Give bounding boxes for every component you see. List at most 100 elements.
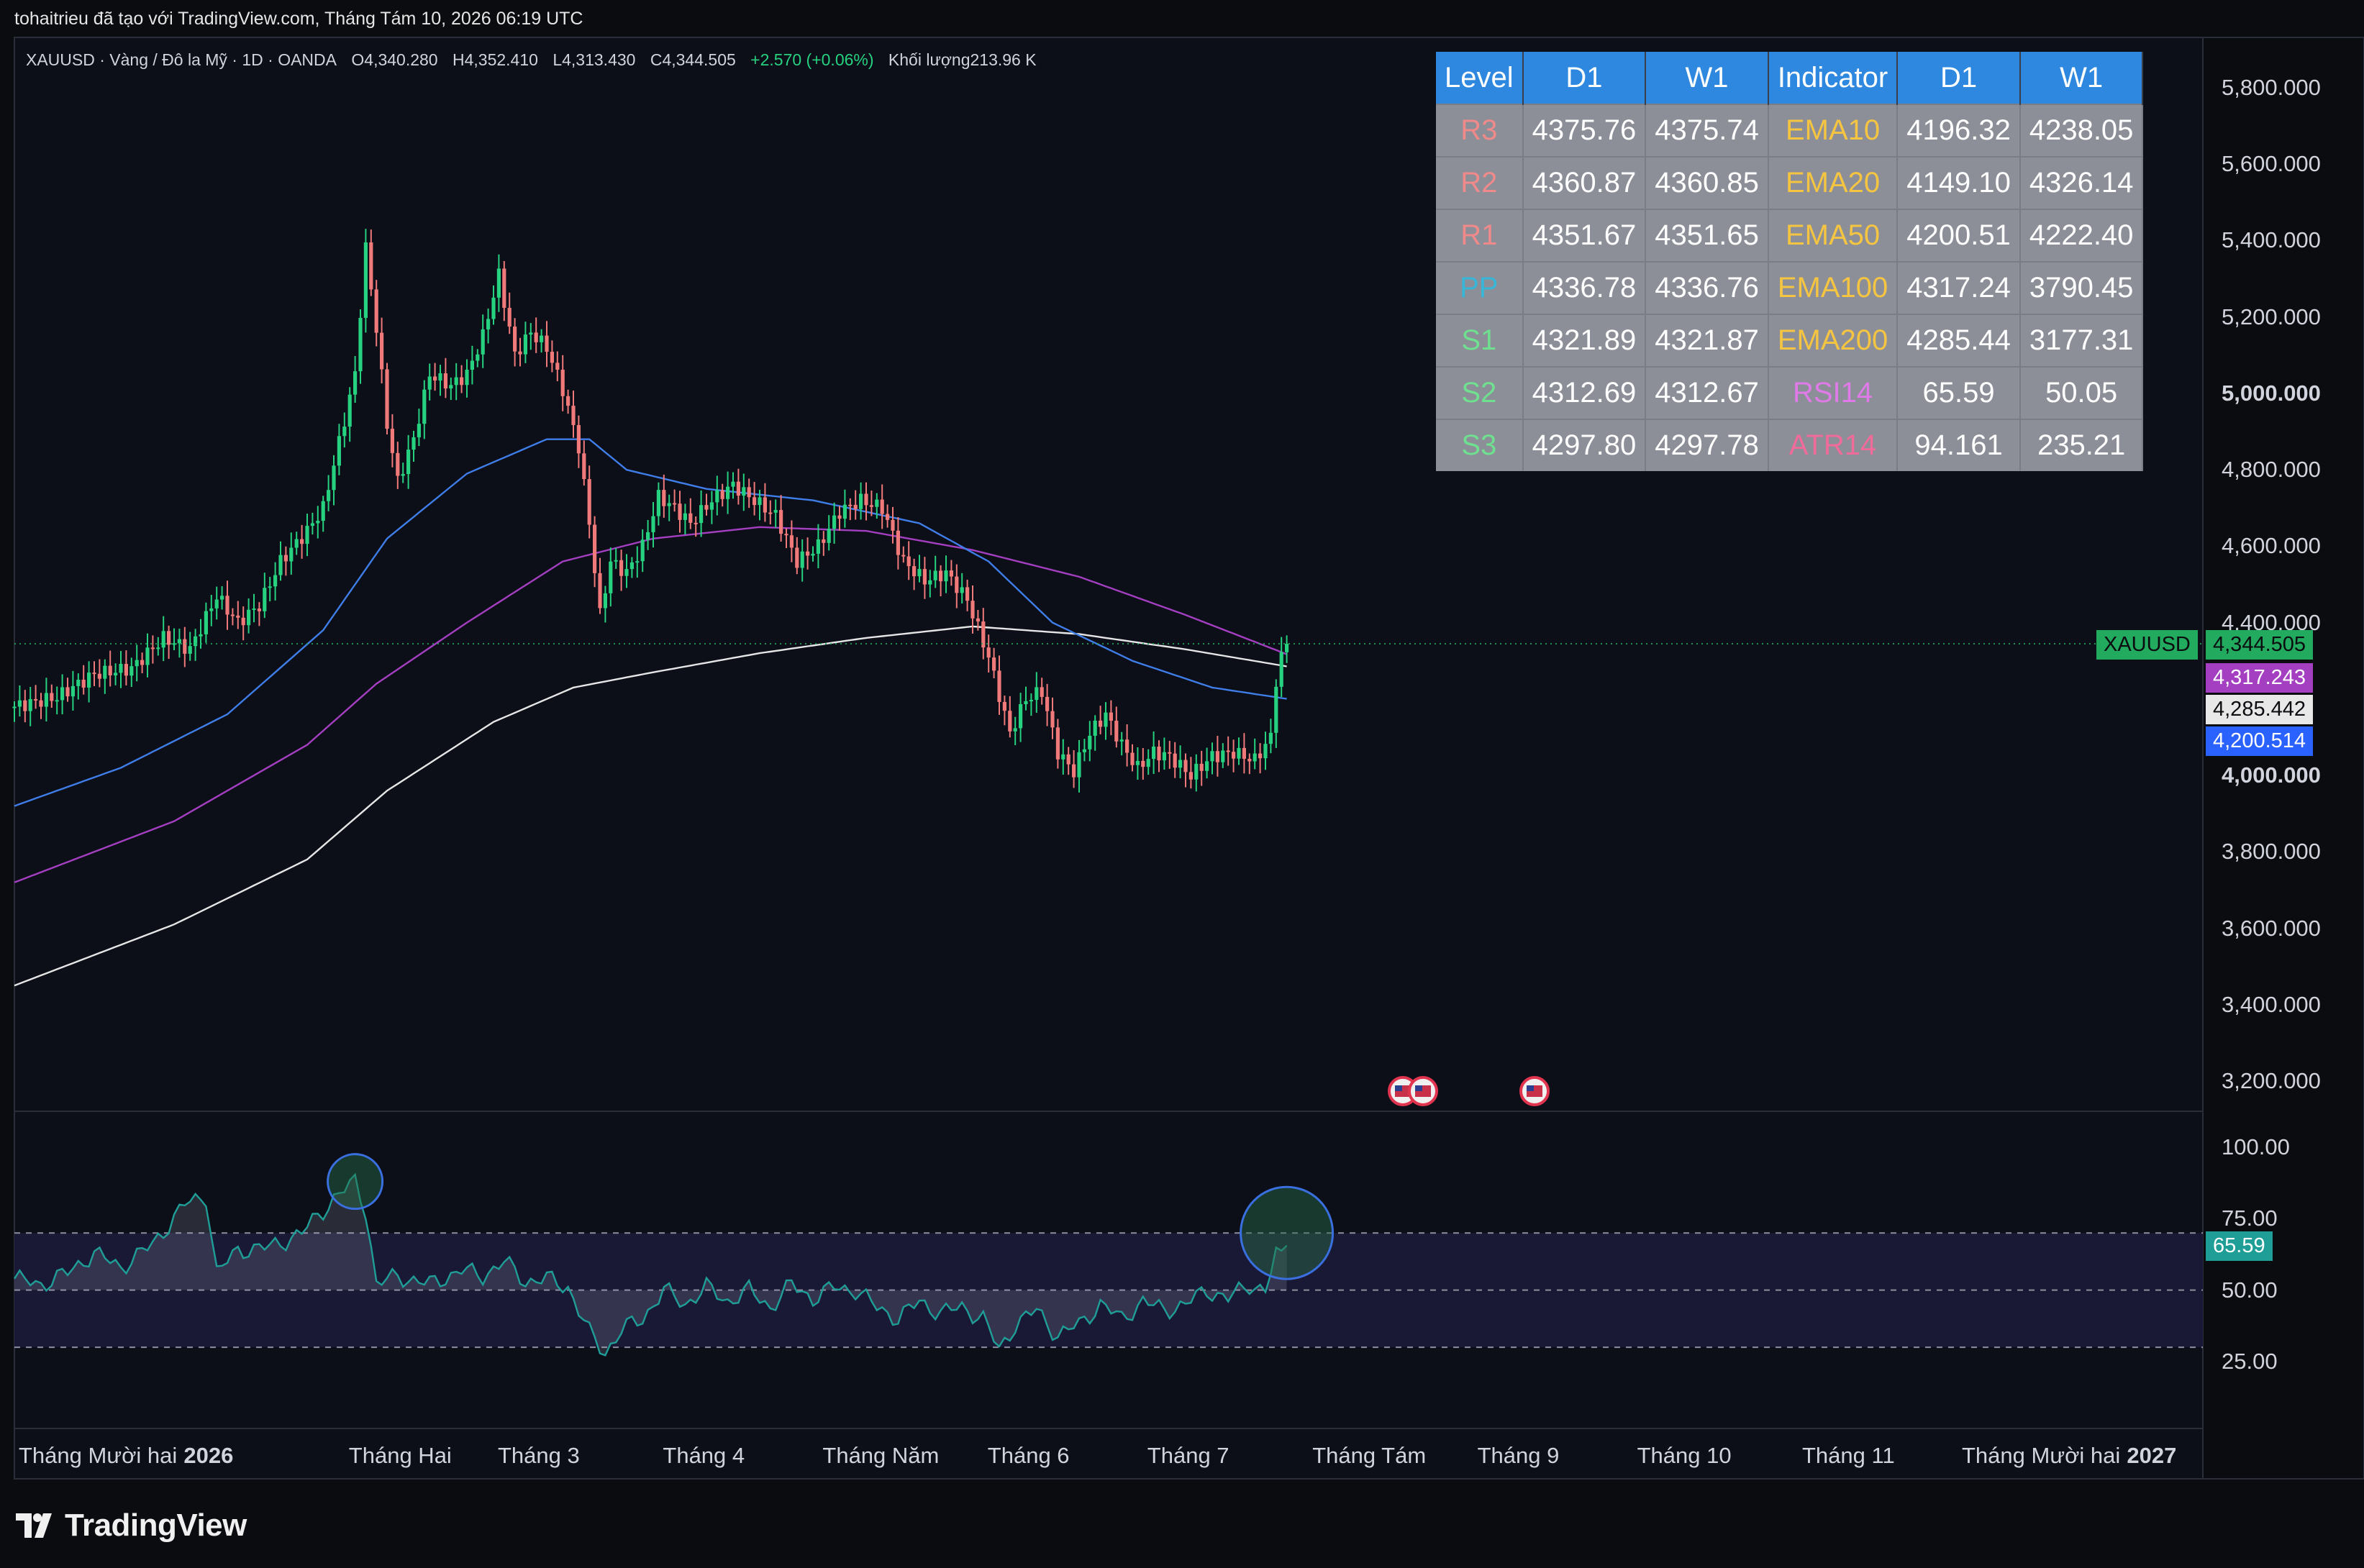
candle-body — [753, 497, 757, 506]
ema-white-tag: 4,285.442 — [2206, 695, 2314, 724]
candle-body — [736, 481, 740, 496]
candle-body — [172, 643, 176, 645]
candle-body — [1119, 739, 1124, 742]
us-flag-event-icon — [1527, 1085, 1534, 1091]
pivot-row-s2: S2 4312.69 4312.67 RSI14 65.59 50.05 — [1436, 366, 2144, 419]
candle-body — [837, 515, 842, 519]
pivot-row-s3: S3 4297.80 4297.78 ATR14 94.161 235.21 — [1436, 419, 2144, 471]
candle-body — [875, 499, 879, 507]
candle-body — [363, 242, 368, 318]
time-tick-label: Tháng Tám — [1312, 1443, 1427, 1468]
candle-body — [758, 497, 762, 506]
low-value: L4,313.430 — [553, 50, 636, 69]
candle-body — [1082, 749, 1086, 752]
candle-body — [571, 406, 576, 425]
candle-body — [34, 698, 38, 701]
candle-body — [715, 490, 719, 503]
candle-body — [97, 673, 101, 679]
candle-body — [853, 504, 858, 509]
candle-body — [1045, 696, 1050, 711]
ema-layer — [14, 438, 1288, 987]
candle-body — [1178, 760, 1183, 768]
candle-body — [140, 660, 145, 665]
candle-body — [992, 657, 996, 671]
rsi-highlight-circle — [327, 1153, 384, 1211]
us-flag-event-icon — [1395, 1085, 1402, 1091]
indicator-name-cell: RSI14 — [1768, 366, 1899, 419]
price-tick-label: 5,200.000 — [2222, 304, 2321, 329]
candle-body — [1099, 720, 1103, 727]
candle-body — [566, 396, 570, 406]
indicator-w1-cell: 4222.40 — [2019, 209, 2144, 262]
candle-body — [1050, 711, 1055, 728]
candle-body — [609, 561, 613, 593]
candle-body — [385, 369, 389, 429]
candle-layer — [12, 229, 1289, 793]
candle-body — [327, 490, 331, 501]
time-tick-label: Tháng Mười hai — [19, 1443, 178, 1468]
candle-body — [1205, 761, 1209, 771]
candle-body — [1002, 701, 1006, 711]
symbol-tag: XAUUSD — [2096, 630, 2198, 660]
candle-body — [183, 639, 187, 654]
indicator-name-cell: EMA50 — [1768, 209, 1899, 262]
candle-body — [150, 647, 155, 649]
time-tick-label: Tháng 4 — [663, 1443, 745, 1468]
candle-body — [1093, 720, 1097, 736]
candle-body — [763, 497, 767, 513]
level-d1-cell: 4297.80 — [1522, 419, 1647, 471]
candle-body — [194, 636, 198, 647]
chart-frame — [14, 37, 2364, 1480]
candle-body — [23, 700, 27, 711]
candle-body — [92, 673, 96, 675]
candle-body — [576, 424, 581, 454]
candle-body — [540, 335, 544, 342]
col-w1: W1 — [1645, 52, 1769, 104]
level-cell: R3 — [1436, 104, 1524, 157]
candle-body — [842, 504, 847, 519]
candle-body — [529, 332, 533, 335]
candle-body — [673, 503, 677, 505]
rsi-tick-label: 75.00 — [2222, 1205, 2278, 1231]
candle-body — [864, 493, 868, 506]
candle-body — [124, 664, 128, 676]
open-value: O4,340.280 — [351, 50, 438, 69]
candle-body — [1008, 711, 1012, 731]
candle-body — [507, 308, 512, 327]
candle-body — [1077, 752, 1081, 778]
candle-body — [720, 490, 724, 499]
us-flag-event-icon — [1415, 1085, 1422, 1091]
indicator-w1-cell: 3790.45 — [2019, 261, 2144, 314]
candle-body — [917, 569, 922, 577]
candle-body — [491, 297, 496, 319]
candle-body — [635, 561, 640, 563]
symbol-description: XAUUSD · Vàng / Đô la Mỹ · 1D · OANDA — [26, 50, 337, 69]
candle-body — [321, 501, 325, 521]
candle-body — [694, 522, 698, 524]
candle-body — [156, 647, 160, 649]
candle-body — [742, 487, 746, 496]
ema-magenta-line — [14, 526, 1288, 883]
candle-body — [60, 687, 65, 701]
candle-body — [374, 289, 378, 333]
candle-body — [273, 575, 278, 587]
candle-body — [225, 596, 229, 615]
candle-body — [827, 529, 831, 543]
candle-body — [779, 510, 783, 534]
candle-body — [380, 332, 384, 370]
candle-body — [704, 505, 709, 510]
candle-body — [449, 385, 453, 389]
candle-body — [906, 556, 911, 567]
candle-body — [44, 693, 48, 707]
tradingview-logo[interactable]: TradingView — [16, 1508, 247, 1544]
ema-blue-line — [14, 438, 1287, 807]
candle-body — [438, 373, 442, 381]
candle-body — [188, 646, 192, 654]
xaxis-bg — [14, 1428, 2203, 1479]
candle-body — [294, 539, 299, 548]
price-tick-label: 3,600.000 — [2222, 915, 2321, 941]
candle-body — [332, 465, 336, 491]
candle-body — [71, 685, 75, 697]
level-w1-cell: 4336.76 — [1645, 261, 1769, 314]
candle-body — [76, 680, 81, 686]
